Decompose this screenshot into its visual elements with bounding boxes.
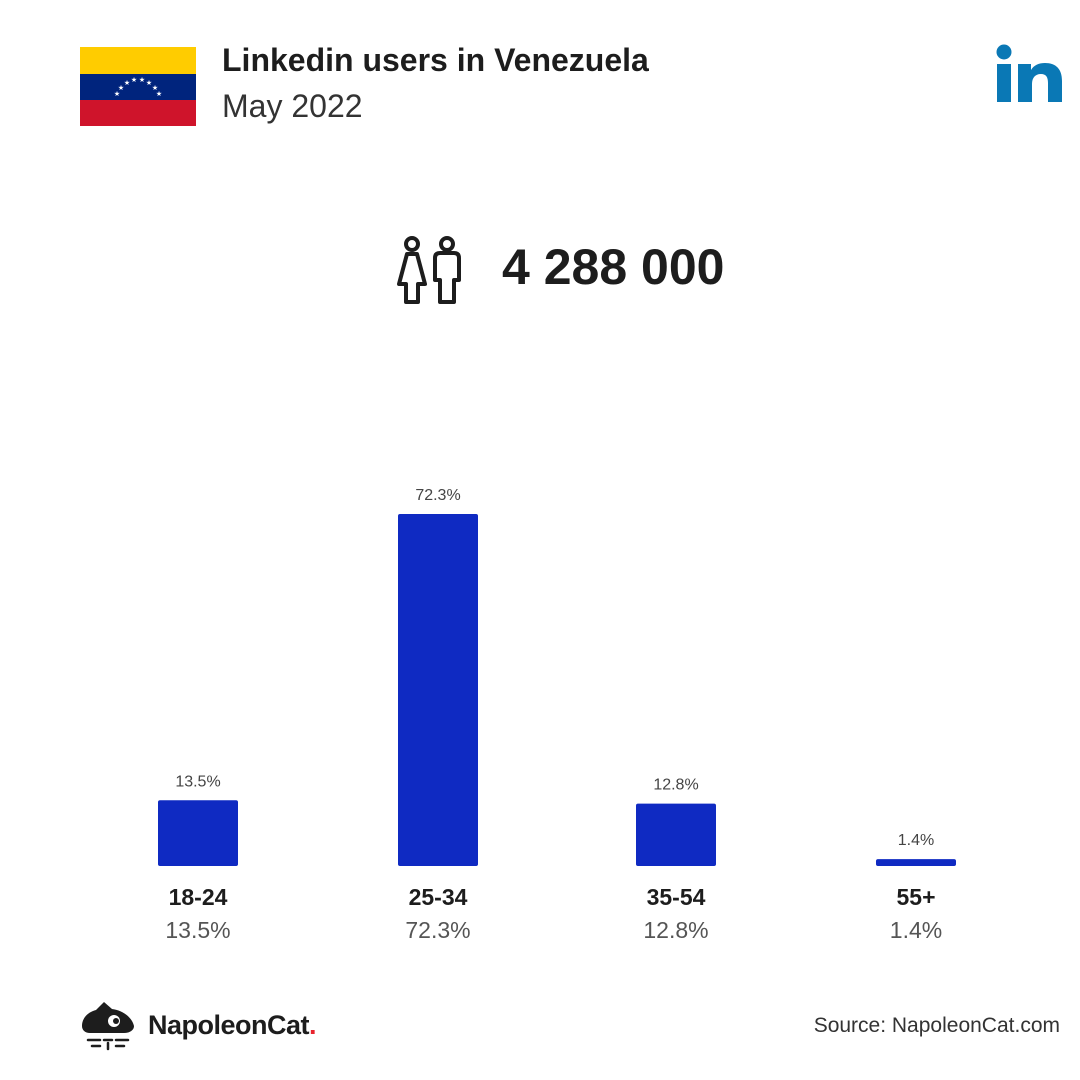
category-label: 18-24 xyxy=(168,884,228,910)
bar-25-34 xyxy=(398,514,478,866)
category-value: 13.5% xyxy=(165,917,231,943)
svg-text:★: ★ xyxy=(124,79,130,87)
svg-text:★: ★ xyxy=(152,84,158,92)
category-label: 55+ xyxy=(896,884,936,910)
bar-data-label: 72.3% xyxy=(415,487,460,504)
bar-data-label: 13.5% xyxy=(175,773,220,790)
category-label: 25-34 xyxy=(408,884,468,910)
svg-text:★: ★ xyxy=(139,76,145,84)
users-icon xyxy=(397,236,461,304)
category-value: 12.8% xyxy=(643,917,709,943)
svg-text:★: ★ xyxy=(118,84,124,92)
source-text: Source: NapoleonCat.com xyxy=(813,1014,1060,1037)
total-users-count: 4 288 000 xyxy=(502,239,725,295)
bar-55+ xyxy=(876,859,956,866)
svg-text:★: ★ xyxy=(156,90,162,98)
category-value: 72.3% xyxy=(405,917,471,943)
page-title: Linkedin users in Venezuela xyxy=(222,42,649,78)
bar-data-label: 12.8% xyxy=(653,777,698,794)
svg-text:★: ★ xyxy=(114,90,120,98)
svg-text:★: ★ xyxy=(131,76,137,84)
bar-data-label: 1.4% xyxy=(898,832,934,849)
svg-text:★: ★ xyxy=(146,79,152,87)
page-subtitle: May 2022 xyxy=(222,88,363,124)
linkedin-logo-icon xyxy=(996,44,1062,102)
category-value: 1.4% xyxy=(889,917,943,943)
bar-35-54 xyxy=(636,803,716,866)
venezuela-flag-icon: ★ ★ ★ ★ ★ ★ ★ ★ xyxy=(80,47,196,126)
napoleoncat-logo-icon xyxy=(82,1002,134,1051)
bar-18-24 xyxy=(158,800,238,866)
brand-name: NapoleonCat. xyxy=(148,1010,317,1040)
category-label: 35-54 xyxy=(646,884,706,910)
brand-dot: . xyxy=(309,1010,317,1040)
